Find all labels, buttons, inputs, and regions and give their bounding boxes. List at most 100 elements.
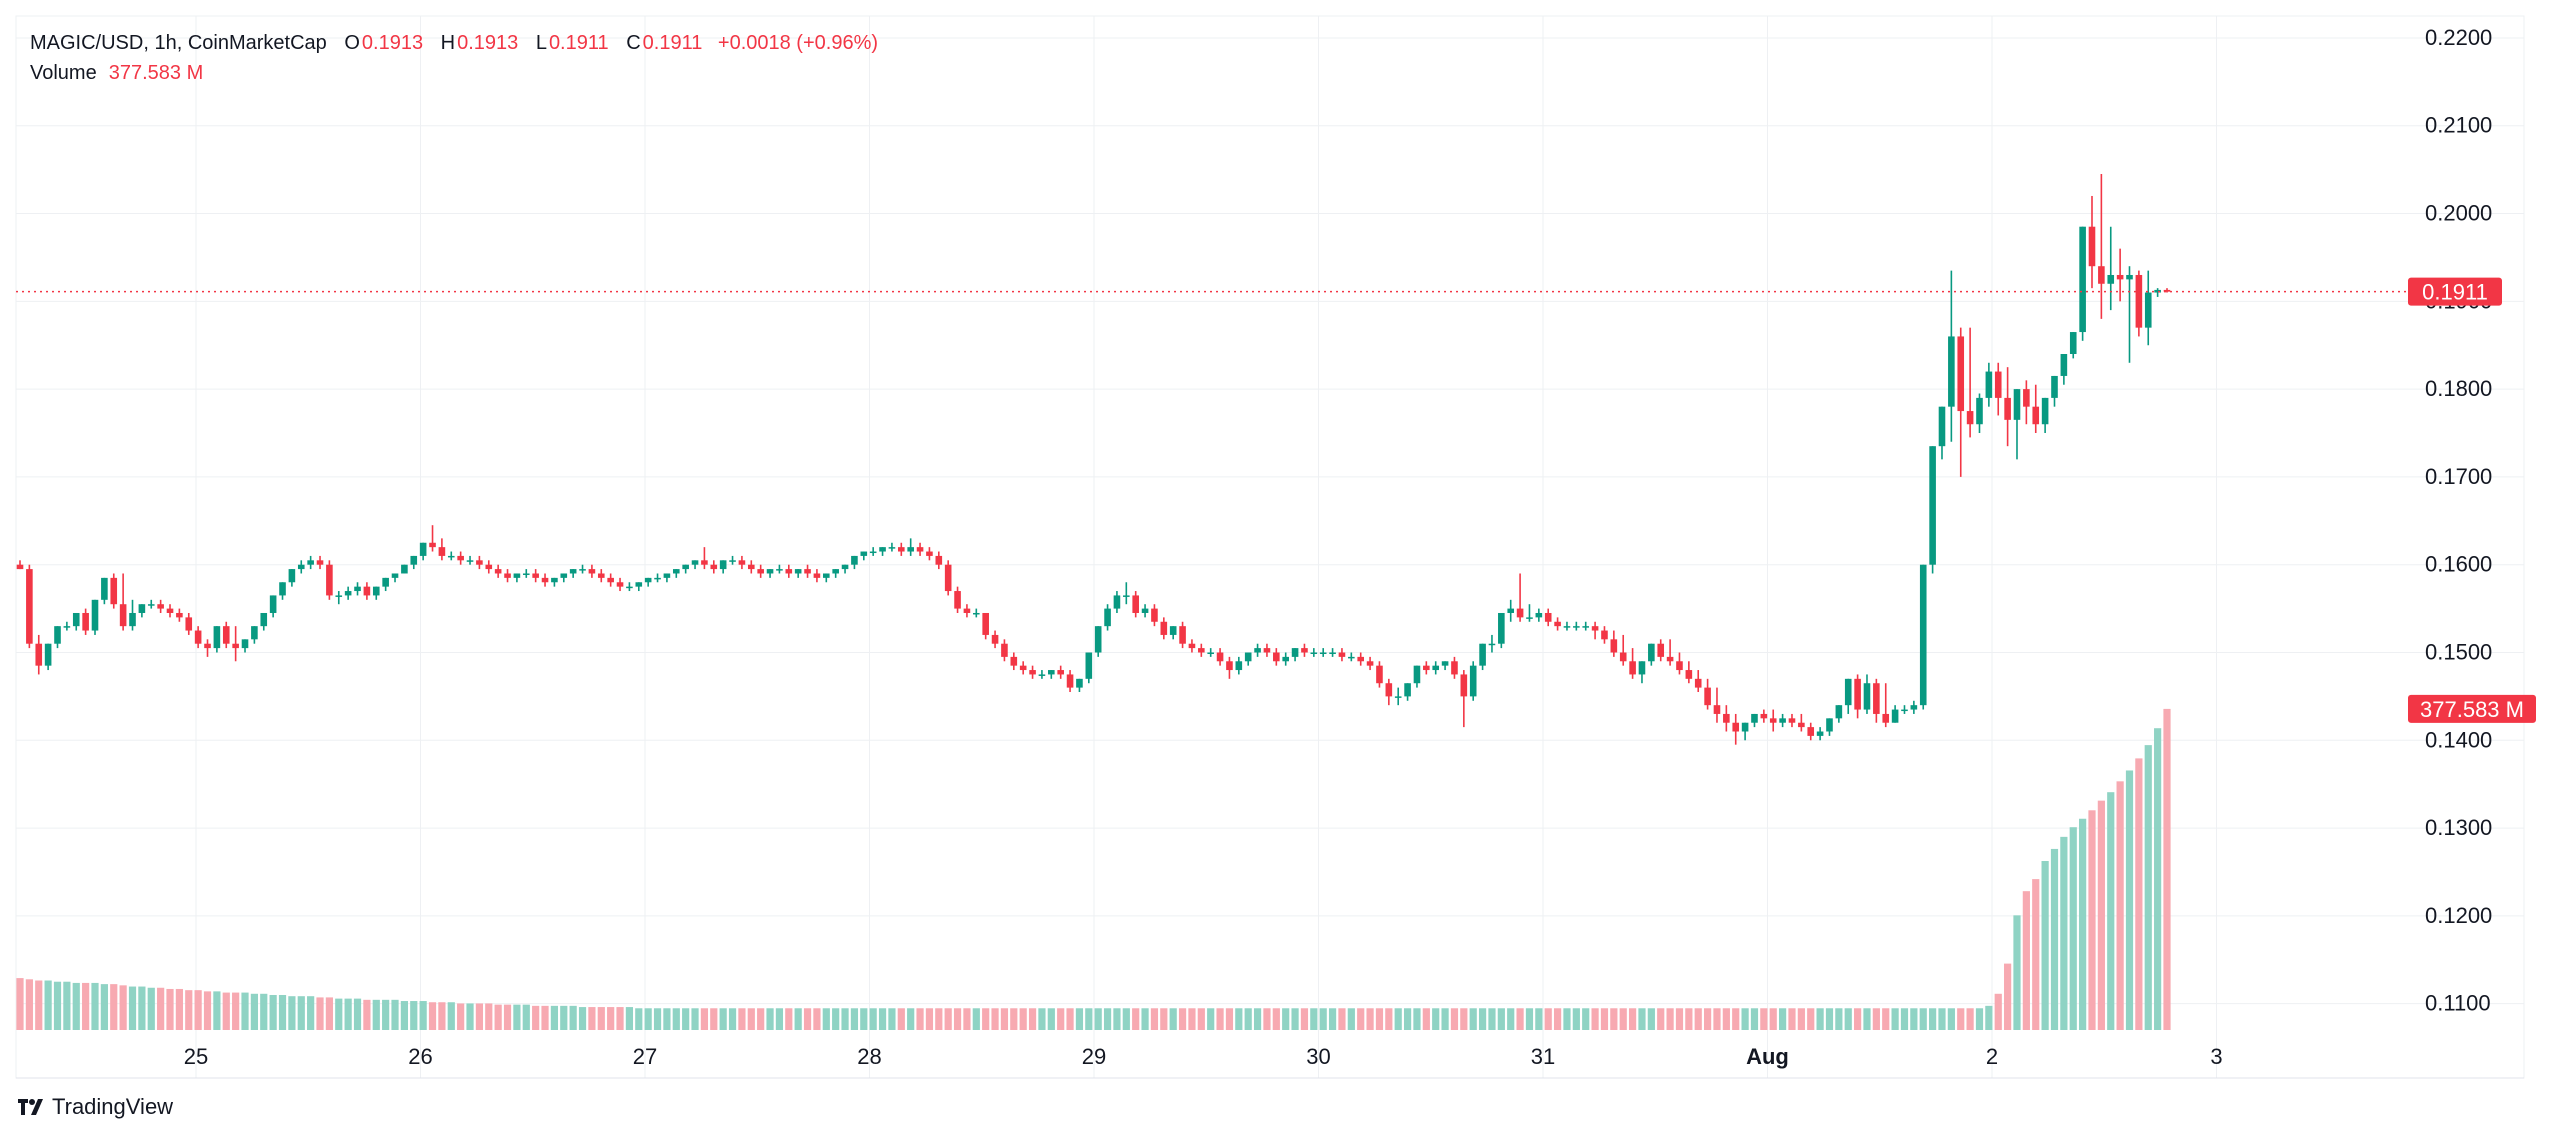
candle-body — [907, 547, 914, 552]
candle-body — [1423, 665, 1430, 671]
volume-bar — [2032, 879, 2040, 1030]
volume-bar — [1975, 1008, 1984, 1030]
candle-body — [588, 569, 596, 574]
candle-body — [147, 604, 155, 606]
candle-body — [1301, 648, 1308, 653]
candle-body — [1516, 608, 1524, 618]
volume-bar — [1338, 1008, 1346, 1030]
candle-body — [1198, 648, 1205, 653]
low-value: 0.1911 — [548, 32, 609, 54]
volume-row: Volume 377.583 M — [30, 58, 878, 88]
volume-bar — [447, 1002, 455, 1030]
volume-bar — [1675, 1008, 1684, 1030]
candle-body — [297, 564, 305, 570]
volume-bars — [16, 708, 2171, 1030]
candle-body — [1038, 674, 1046, 676]
candle-body — [569, 569, 577, 574]
candle-body — [1432, 665, 1440, 671]
candle-body — [841, 564, 849, 570]
volume-bar — [1113, 1008, 1121, 1030]
candle-body — [382, 577, 389, 587]
volume-bar — [1797, 1008, 1805, 1030]
candle-body — [119, 604, 127, 627]
candle-body — [935, 555, 943, 565]
candle-body — [729, 560, 736, 562]
y-tick-label: 0.1500 — [2425, 639, 2492, 664]
volume-bar — [1319, 1008, 1327, 1030]
candle-body — [982, 612, 989, 635]
candle-body — [1835, 705, 1843, 719]
volume-bar — [1854, 1008, 1862, 1030]
volume-bar — [119, 985, 127, 1030]
volume-bar — [860, 1008, 868, 1030]
volume-bar — [1835, 1008, 1843, 1030]
volume-bar — [1057, 1008, 1065, 1030]
candle-body — [1666, 656, 1674, 662]
volume-bar — [1985, 1005, 1993, 1030]
volume-bar — [1760, 1008, 1768, 1030]
candle-body — [1779, 718, 1786, 723]
y-tick-label: 0.1800 — [2425, 376, 2492, 401]
y-tick-label: 0.1700 — [2425, 464, 2492, 489]
volume-bar — [1282, 1008, 1290, 1030]
volume-bar — [157, 987, 165, 1030]
candle-body — [166, 608, 174, 613]
volume-bar — [1085, 1008, 1093, 1030]
volume-bar — [972, 1008, 980, 1030]
candle-body — [1648, 643, 1655, 662]
volume-bar — [935, 1008, 943, 1030]
volume-bar — [1253, 1008, 1262, 1030]
candle-body — [1741, 722, 1749, 732]
volume-bar — [335, 998, 343, 1030]
volume-bar — [1825, 1008, 1834, 1030]
candle-body — [1404, 683, 1411, 697]
candle-body — [1469, 665, 1477, 697]
high-label: H — [440, 32, 456, 54]
volume-bar — [616, 1007, 624, 1030]
candle-body — [1310, 652, 1318, 654]
candle-body — [110, 577, 118, 605]
volume-bar — [1178, 1008, 1187, 1030]
volume-bar — [1441, 1008, 1449, 1030]
candle-body — [1488, 643, 1496, 646]
candle-body — [898, 547, 905, 552]
x-tick-label: 3 — [2210, 1044, 2222, 1069]
tradingview-brand[interactable]: TradingView — [18, 1094, 173, 1120]
volume-bar — [1732, 1008, 1740, 1030]
volume-bar — [1966, 1008, 1974, 1030]
candle-body — [279, 582, 286, 596]
candle-body — [101, 577, 108, 600]
candle-body — [476, 560, 483, 565]
candle-body — [1807, 727, 1815, 736]
candle-body — [1591, 626, 1599, 631]
candle-body — [185, 617, 193, 631]
volume-bar — [513, 1004, 521, 1030]
candle-body — [785, 569, 793, 574]
volume-bar — [1169, 1008, 1177, 1030]
candle-body — [1751, 713, 1758, 723]
volume-bar — [728, 1008, 737, 1030]
volume-bar — [1600, 1008, 1609, 1030]
volume-bar — [803, 1008, 812, 1030]
volume-bar — [775, 1008, 784, 1030]
candle-body — [1844, 678, 1852, 706]
volume-bar — [1919, 1008, 1927, 1030]
candle-body — [1057, 670, 1064, 675]
volume-bar — [869, 1008, 877, 1030]
candle-body — [813, 573, 821, 578]
volume-bar — [625, 1007, 634, 1030]
volume-bar — [372, 999, 380, 1030]
symbol-title[interactable]: MAGIC/USD, 1h, CoinMarketCap — [30, 32, 327, 54]
volume-bar — [2041, 861, 2049, 1030]
volume-bar — [2050, 848, 2059, 1030]
candle-body — [1348, 656, 1355, 659]
volume-bar — [2013, 915, 2021, 1030]
candle-body — [2116, 274, 2124, 280]
x-tick-label: 28 — [857, 1044, 881, 1069]
volume-bar — [1713, 1008, 1721, 1030]
candle-body — [1113, 595, 1121, 609]
candle-body — [1282, 656, 1289, 662]
volume-bar — [794, 1008, 802, 1030]
volume-bar — [1103, 1008, 1112, 1030]
